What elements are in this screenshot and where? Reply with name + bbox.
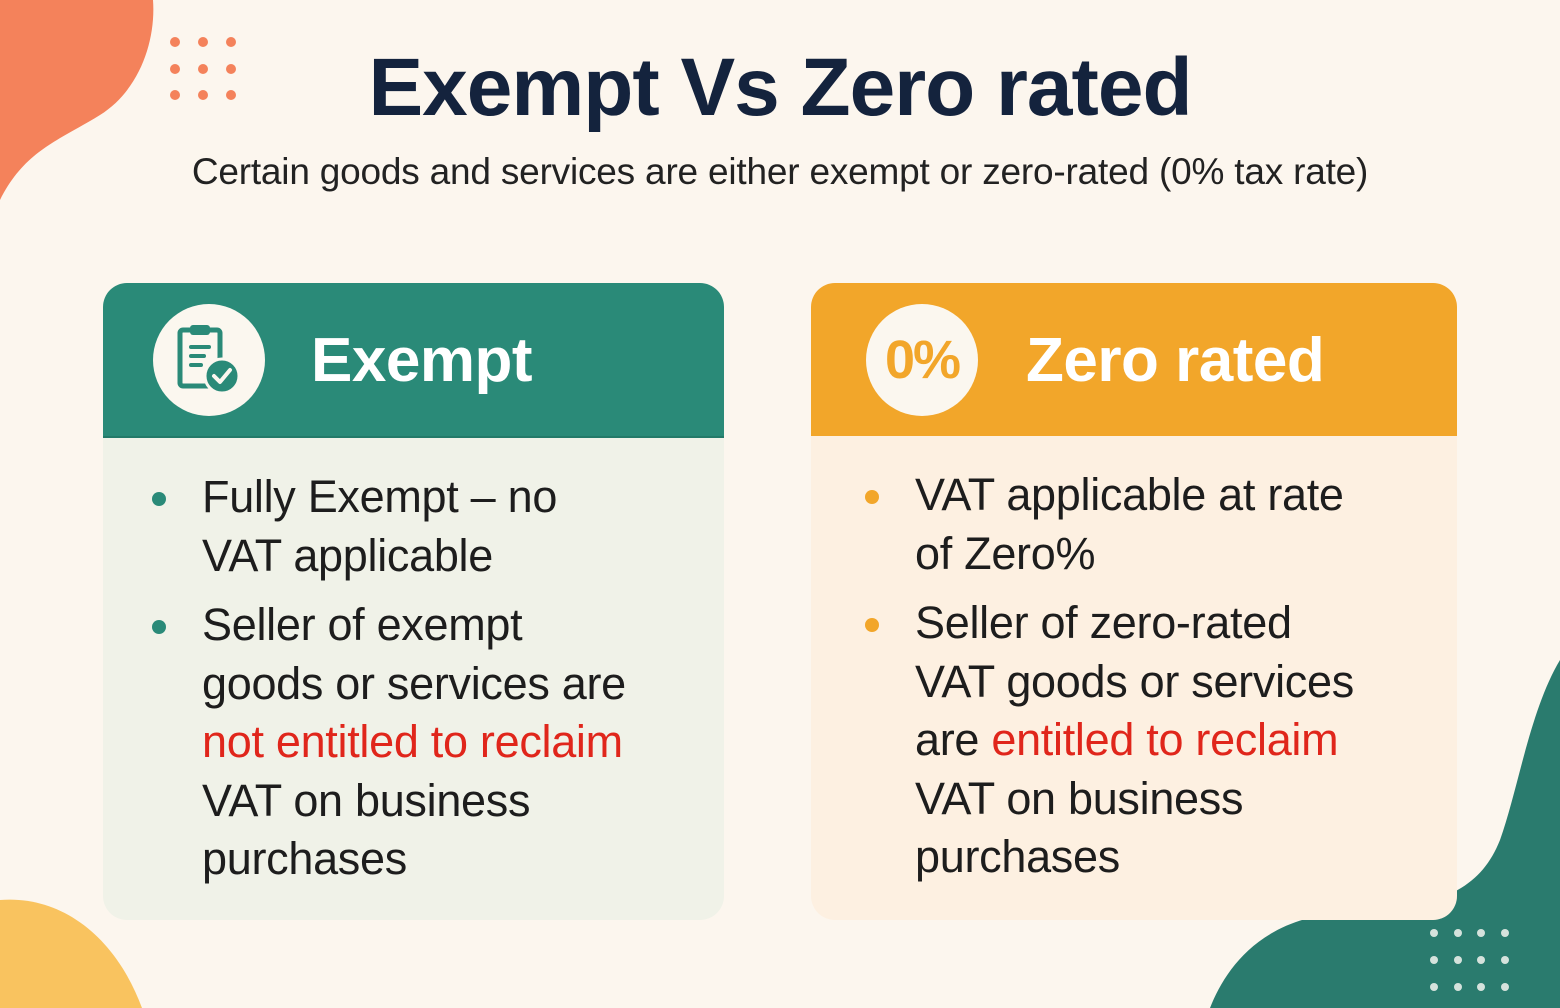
exempt-bullet-item: Seller of exempt goods or services are n… <box>152 596 712 889</box>
bullet-dot-icon <box>152 620 166 634</box>
zero-rated-bullet-item: Seller of zero-rated VAT goods or servic… <box>865 594 1445 887</box>
bullet-dot-icon <box>865 618 879 632</box>
zero-percent-icon: 0% <box>866 304 978 416</box>
zero-rated-card-header: 0% Zero rated <box>811 283 1457 436</box>
page-title: Exempt Vs Zero rated <box>368 42 1192 133</box>
zero-rated-bullet-list: VAT applicable at rate of Zero% Seller o… <box>865 466 1445 898</box>
exempt-card-header: Exempt <box>103 283 724 438</box>
highlighted-text: not entitled to reclaim <box>202 716 623 767</box>
zero-rated-bullet-item: VAT applicable at rate of Zero% <box>865 466 1445 583</box>
white-dot-grid-decoration <box>1430 929 1509 991</box>
clipboard-check-icon <box>177 325 241 395</box>
exempt-bullet-item: Fully Exempt – no VAT applicable <box>152 468 712 585</box>
bullet-dot-icon <box>152 492 166 506</box>
page-subtitle: Certain goods and services are either ex… <box>191 151 1369 192</box>
exempt-badge <box>153 304 265 416</box>
exempt-card-title: Exempt <box>311 326 532 395</box>
bullet-dot-icon <box>865 490 879 504</box>
exempt-card: Exempt Fully Exempt – no VAT applicable … <box>103 283 724 920</box>
zero-rated-card: 0% Zero rated VAT applicable at rate of … <box>811 283 1457 920</box>
zero-percent-badge-text: 0% <box>884 330 961 390</box>
highlighted-text: entitled to reclaim <box>991 714 1339 765</box>
exempt-bullet-list: Fully Exempt – no VAT applicable Seller … <box>152 468 712 900</box>
zero-rated-card-title: Zero rated <box>1026 326 1325 395</box>
